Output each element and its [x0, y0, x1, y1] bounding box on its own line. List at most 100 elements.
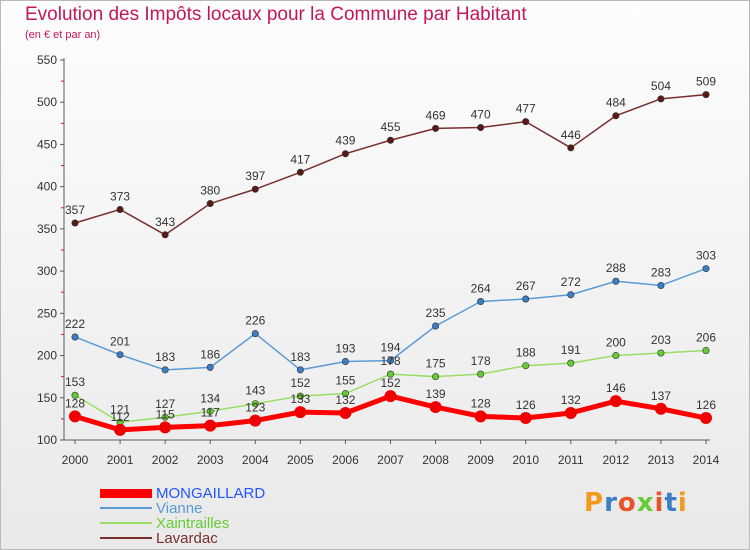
x-tick-label: 2006 [332, 453, 359, 467]
data-point-xaintrailles [71, 391, 79, 399]
data-label-lavardac: 439 [335, 134, 355, 148]
data-point-mongaillard [339, 406, 352, 419]
data-point-vianne [612, 277, 620, 285]
data-label-lavardac: 380 [200, 184, 220, 198]
legend-label: Xaintrailles [156, 515, 230, 532]
y-tick-label: 200 [37, 349, 57, 363]
data-label-xaintrailles: 203 [651, 333, 671, 347]
data-point-mongaillard [700, 412, 712, 425]
logo-letter: r [604, 488, 618, 518]
data-point-mongaillard [564, 406, 577, 419]
data-label-vianne: 235 [426, 306, 446, 320]
data-label-vianne: 222 [65, 317, 85, 331]
data-label-vianne: 288 [606, 261, 626, 275]
x-tick-label: 2001 [107, 453, 134, 467]
legend-item-xaintrailles: Xaintrailles [100, 516, 360, 531]
legend-swatch [100, 522, 152, 524]
y-tick-label: 350 [37, 222, 57, 236]
data-point-vianne [432, 322, 440, 330]
y-tick-label: 400 [37, 180, 57, 194]
data-point-mongaillard [204, 419, 217, 432]
data-point-lavardac [567, 144, 575, 152]
data-point-mongaillard [384, 390, 397, 403]
data-point-lavardac [477, 124, 485, 132]
data-label-vianne: 226 [245, 314, 265, 328]
y-tick-label: 300 [37, 264, 57, 278]
data-label-mongaillard: 126 [696, 398, 716, 412]
data-point-vianne [386, 357, 394, 365]
data-point-vianne [341, 357, 349, 365]
data-label-lavardac: 357 [65, 203, 85, 217]
logo-letter: i [677, 488, 688, 518]
data-point-lavardac [432, 124, 440, 132]
data-point-xaintrailles [251, 400, 259, 408]
data-label-xaintrailles: 127 [155, 397, 175, 411]
data-point-vianne [477, 298, 485, 306]
x-tick-label: 2014 [693, 453, 720, 467]
data-label-xaintrailles: 121 [110, 402, 130, 416]
data-point-mongaillard [654, 402, 667, 415]
proxiti-logo: Proxiti [584, 488, 688, 518]
legend-swatch [100, 507, 152, 509]
logo-letter: o [617, 488, 637, 518]
data-point-lavardac [161, 231, 169, 239]
data-label-mongaillard: 132 [561, 393, 581, 407]
data-label-vianne: 303 [696, 249, 716, 263]
logo-letter: x [636, 488, 655, 518]
logo-letter: i [654, 488, 665, 518]
x-tick-label: 2002 [152, 453, 179, 467]
data-label-xaintrailles: 155 [335, 374, 355, 388]
legend-label: Lavardac [156, 530, 218, 547]
data-label-xaintrailles: 153 [65, 375, 85, 389]
legend-swatch [100, 537, 152, 539]
data-point-mongaillard [609, 395, 622, 408]
data-point-lavardac [116, 205, 124, 213]
data-label-mongaillard: 146 [606, 381, 626, 395]
data-label-vianne: 201 [110, 335, 130, 349]
data-point-lavardac [522, 118, 530, 126]
chart-subtitle: (en € et par an) [25, 29, 101, 41]
data-label-xaintrailles: 178 [471, 354, 491, 368]
data-point-mongaillard [429, 401, 442, 414]
x-tick-label: 2011 [558, 453, 584, 467]
data-label-lavardac: 417 [290, 152, 310, 166]
data-label-lavardac: 343 [155, 215, 175, 229]
y-tick-label: 100 [37, 433, 57, 447]
x-tick-label: 2005 [287, 453, 314, 467]
x-tick-label: 2004 [242, 453, 269, 467]
data-label-mongaillard: 115 [156, 407, 175, 421]
x-tick-label: 2000 [62, 453, 89, 467]
data-label-mongaillard: 133 [290, 392, 310, 406]
logo-letter: t [664, 488, 678, 518]
data-point-vianne [206, 363, 214, 371]
data-label-xaintrailles: 178 [380, 354, 400, 368]
data-label-vianne: 183 [290, 350, 310, 364]
data-point-xaintrailles [567, 359, 575, 367]
data-point-vianne [251, 330, 259, 338]
data-point-lavardac [612, 112, 620, 120]
data-label-vianne: 183 [155, 350, 175, 364]
data-point-mongaillard [114, 423, 127, 436]
data-point-mongaillard [249, 414, 262, 427]
data-point-xaintrailles [657, 349, 665, 357]
data-point-mongaillard [474, 410, 487, 423]
data-point-xaintrailles [341, 390, 349, 398]
data-label-vianne: 267 [516, 279, 536, 293]
data-label-xaintrailles: 206 [696, 330, 716, 344]
data-label-lavardac: 470 [471, 108, 491, 122]
data-label-xaintrailles: 143 [245, 384, 265, 398]
x-tick-label: 2003 [197, 453, 224, 467]
data-label-vianne: 186 [200, 347, 220, 361]
data-label-mongaillard: 128 [65, 396, 85, 410]
data-point-xaintrailles [477, 370, 485, 378]
data-label-xaintrailles: 175 [426, 357, 446, 371]
data-label-xaintrailles: 152 [290, 376, 310, 390]
data-point-vianne [116, 351, 124, 359]
data-point-lavardac [702, 91, 710, 99]
data-label-lavardac: 455 [380, 120, 400, 134]
data-point-xaintrailles [432, 373, 440, 381]
data-label-vianne: 194 [380, 341, 400, 355]
data-point-vianne [657, 281, 665, 289]
